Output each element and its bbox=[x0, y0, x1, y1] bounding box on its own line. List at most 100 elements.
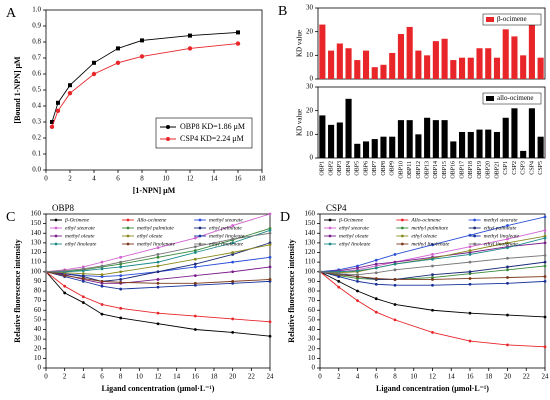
series-line bbox=[51, 31, 239, 123]
x-tick-label: 4 bbox=[82, 373, 86, 381]
y-tick-label: 0.6 bbox=[32, 70, 41, 78]
legend-marker bbox=[198, 226, 202, 230]
marker bbox=[543, 234, 547, 238]
legend-marker bbox=[198, 234, 202, 238]
marker bbox=[356, 269, 359, 273]
marker bbox=[374, 282, 378, 286]
x-tick-label: OBP10 bbox=[398, 161, 404, 179]
legend-label: allo-ocimene bbox=[497, 94, 534, 102]
x-tick-label: 16 bbox=[467, 373, 475, 381]
legend-label: ethyl palmitate bbox=[209, 225, 242, 231]
bar bbox=[502, 117, 509, 158]
bar bbox=[441, 38, 448, 79]
x-tick-label: 20 bbox=[229, 373, 237, 381]
bar bbox=[319, 115, 326, 158]
marker bbox=[100, 303, 104, 306]
bar bbox=[354, 143, 361, 158]
bar bbox=[415, 134, 422, 158]
legend-box bbox=[482, 13, 542, 26]
marker bbox=[156, 246, 160, 250]
marker bbox=[187, 46, 193, 51]
marker bbox=[356, 264, 359, 268]
marker bbox=[393, 278, 397, 281]
marker bbox=[119, 260, 123, 264]
y-axis-label: Relative fluorescence intensity bbox=[13, 239, 22, 342]
legend-marker bbox=[328, 218, 332, 222]
marker bbox=[231, 251, 235, 254]
marker bbox=[374, 264, 378, 268]
legend-marker bbox=[126, 218, 130, 222]
marker bbox=[356, 273, 359, 277]
marker bbox=[68, 83, 72, 88]
marker bbox=[193, 281, 197, 285]
y-tick-label: 70 bbox=[34, 296, 42, 304]
bar bbox=[371, 139, 378, 158]
marker bbox=[193, 245, 197, 249]
bar bbox=[528, 15, 535, 80]
legend-label: β-Ocimene bbox=[338, 217, 364, 223]
x-tick-label: 6 bbox=[100, 373, 104, 381]
bar bbox=[406, 120, 413, 158]
marker bbox=[468, 245, 472, 249]
marker bbox=[55, 108, 61, 114]
x-tick-label: CSP3 bbox=[521, 161, 527, 175]
marker bbox=[543, 215, 547, 219]
y-tick-label: 20 bbox=[308, 344, 316, 352]
y-tick-label: 0.0 bbox=[32, 166, 41, 174]
marker bbox=[156, 285, 160, 289]
y-tick-label: 1.0 bbox=[32, 6, 41, 14]
marker bbox=[268, 227, 272, 230]
x-tick-label: 12 bbox=[429, 373, 437, 381]
marker bbox=[506, 265, 509, 269]
marker bbox=[337, 279, 341, 283]
bar bbox=[511, 36, 518, 79]
marker bbox=[374, 266, 378, 270]
marker bbox=[81, 277, 85, 280]
marker bbox=[468, 282, 472, 286]
plot-frame bbox=[317, 86, 546, 159]
marker bbox=[231, 241, 235, 245]
legend-marker bbox=[126, 226, 130, 230]
marker bbox=[543, 236, 547, 240]
marker bbox=[91, 71, 97, 77]
x-axis-label: Ligand concentration (μmol·L⁻¹) bbox=[376, 384, 489, 393]
x-tick-label: 8 bbox=[119, 373, 123, 381]
bar bbox=[459, 131, 466, 158]
legend-label: Allo-ocimene bbox=[410, 217, 441, 223]
y-tick-label: 60 bbox=[308, 306, 316, 314]
legend-marker bbox=[54, 242, 58, 246]
marker bbox=[356, 299, 359, 303]
marker bbox=[374, 271, 378, 275]
marker bbox=[63, 274, 67, 277]
marker bbox=[231, 317, 235, 321]
y-tick-label: 0.5 bbox=[32, 86, 41, 94]
marker bbox=[431, 243, 434, 247]
legend-marker bbox=[166, 137, 170, 141]
bar bbox=[459, 57, 466, 79]
bar bbox=[345, 98, 352, 158]
bar bbox=[520, 55, 527, 79]
legend-marker bbox=[54, 218, 58, 222]
x-tick-label: 22 bbox=[248, 373, 256, 381]
bar bbox=[450, 60, 457, 79]
marker bbox=[268, 265, 272, 269]
marker bbox=[506, 246, 509, 250]
x-tick-label: 0 bbox=[44, 373, 48, 381]
marker bbox=[393, 268, 397, 272]
bar bbox=[389, 136, 396, 158]
x-tick-label: OBP16 bbox=[451, 161, 457, 179]
marker bbox=[268, 334, 272, 338]
legend-swatch bbox=[486, 96, 494, 101]
y-tick-label: 50 bbox=[308, 315, 316, 323]
bar bbox=[467, 131, 474, 158]
marker bbox=[506, 343, 509, 347]
marker bbox=[100, 312, 104, 316]
y-axis-label: KD value bbox=[296, 109, 304, 136]
x-tick-label: 24 bbox=[542, 373, 550, 381]
legend-label: methyl linolenate bbox=[137, 241, 176, 247]
marker bbox=[231, 279, 235, 283]
marker bbox=[193, 314, 197, 318]
marker bbox=[543, 264, 547, 268]
y-tick-label: 0.1 bbox=[32, 150, 41, 158]
x-tick-label: 16 bbox=[192, 373, 200, 381]
